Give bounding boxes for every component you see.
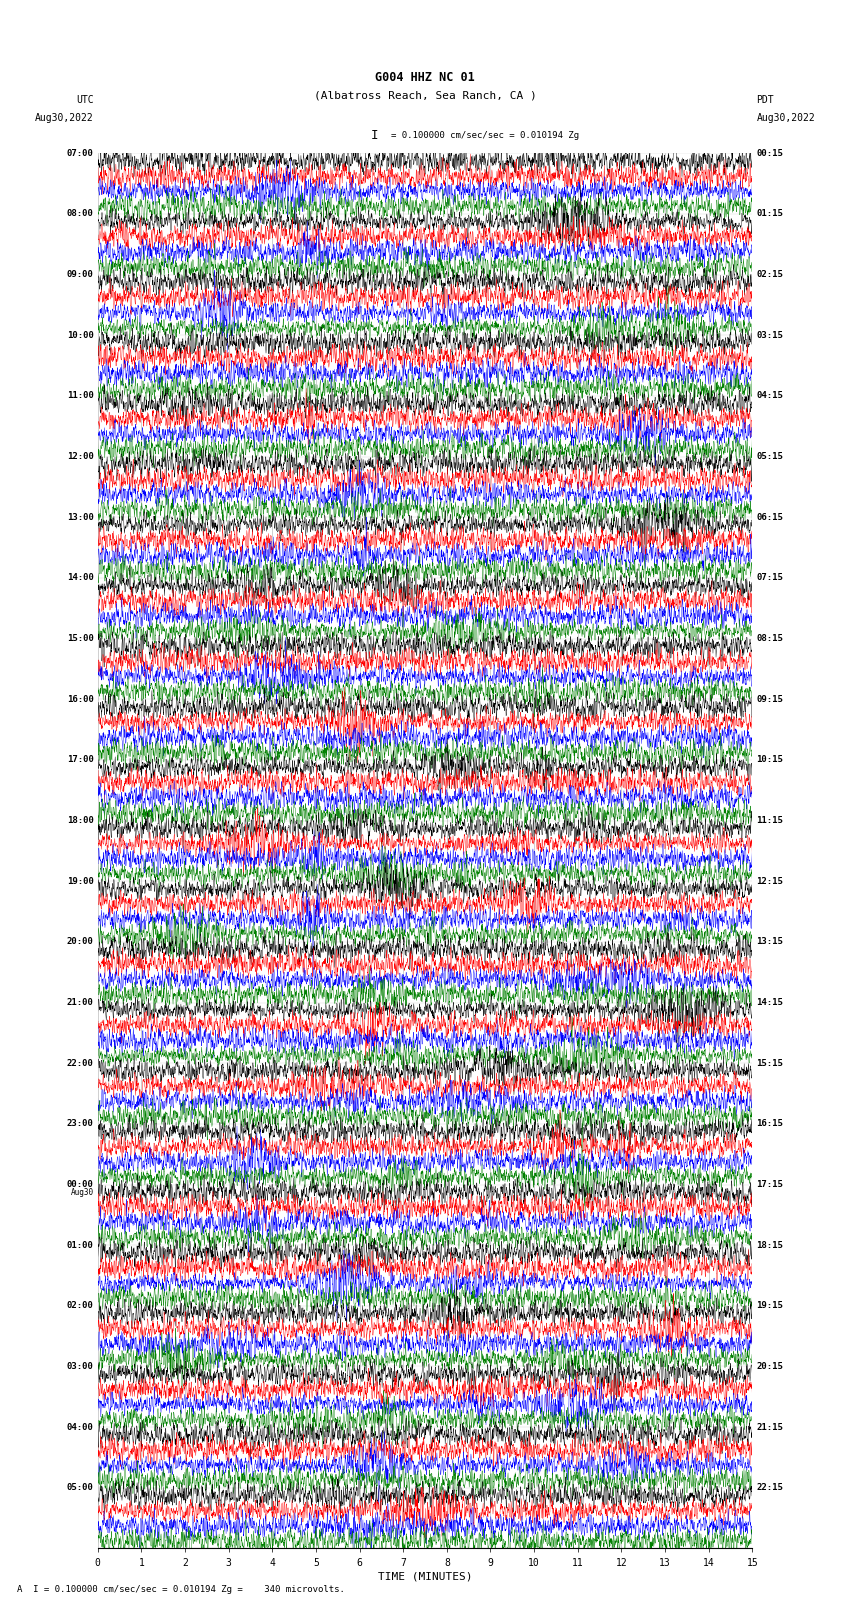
- Text: 00:15: 00:15: [756, 148, 784, 158]
- Text: = 0.100000 cm/sec/sec = 0.010194 Zg: = 0.100000 cm/sec/sec = 0.010194 Zg: [391, 131, 579, 140]
- Text: 05:00: 05:00: [66, 1484, 94, 1492]
- Text: 14:00: 14:00: [66, 573, 94, 582]
- Text: 12:15: 12:15: [756, 877, 784, 886]
- Text: 09:00: 09:00: [66, 269, 94, 279]
- Text: 20:00: 20:00: [66, 937, 94, 947]
- Text: 18:15: 18:15: [756, 1240, 784, 1250]
- Text: Aug30: Aug30: [71, 1187, 94, 1197]
- X-axis label: TIME (MINUTES): TIME (MINUTES): [377, 1571, 473, 1582]
- Text: 05:15: 05:15: [756, 452, 784, 461]
- Text: 15:00: 15:00: [66, 634, 94, 644]
- Text: 16:15: 16:15: [756, 1119, 784, 1129]
- Text: I: I: [371, 129, 377, 142]
- Text: 08:15: 08:15: [756, 634, 784, 644]
- Text: 00:00: 00:00: [66, 1181, 94, 1189]
- Text: 22:15: 22:15: [756, 1484, 784, 1492]
- Text: PDT: PDT: [756, 95, 774, 105]
- Text: 11:15: 11:15: [756, 816, 784, 824]
- Text: 07:15: 07:15: [756, 573, 784, 582]
- Text: 15:15: 15:15: [756, 1058, 784, 1068]
- Text: Aug30,2022: Aug30,2022: [35, 113, 94, 123]
- Text: 03:00: 03:00: [66, 1361, 94, 1371]
- Text: 09:15: 09:15: [756, 695, 784, 703]
- Text: 01:15: 01:15: [756, 210, 784, 218]
- Text: 08:00: 08:00: [66, 210, 94, 218]
- Text: 04:00: 04:00: [66, 1423, 94, 1432]
- Text: 11:00: 11:00: [66, 392, 94, 400]
- Text: 17:00: 17:00: [66, 755, 94, 765]
- Text: (Albatross Reach, Sea Ranch, CA ): (Albatross Reach, Sea Ranch, CA ): [314, 90, 536, 100]
- Text: 21:00: 21:00: [66, 998, 94, 1007]
- Text: 19:15: 19:15: [756, 1302, 784, 1310]
- Text: 21:15: 21:15: [756, 1423, 784, 1432]
- Text: 10:15: 10:15: [756, 755, 784, 765]
- Text: A  I = 0.100000 cm/sec/sec = 0.010194 Zg =    340 microvolts.: A I = 0.100000 cm/sec/sec = 0.010194 Zg …: [17, 1584, 345, 1594]
- Text: 13:00: 13:00: [66, 513, 94, 521]
- Text: 18:00: 18:00: [66, 816, 94, 824]
- Text: 16:00: 16:00: [66, 695, 94, 703]
- Text: 10:00: 10:00: [66, 331, 94, 340]
- Text: 01:00: 01:00: [66, 1240, 94, 1250]
- Text: 22:00: 22:00: [66, 1058, 94, 1068]
- Text: 19:00: 19:00: [66, 877, 94, 886]
- Text: 02:15: 02:15: [756, 269, 784, 279]
- Text: 20:15: 20:15: [756, 1361, 784, 1371]
- Text: 12:00: 12:00: [66, 452, 94, 461]
- Text: 07:00: 07:00: [66, 148, 94, 158]
- Text: 23:00: 23:00: [66, 1119, 94, 1129]
- Text: UTC: UTC: [76, 95, 94, 105]
- Text: 02:00: 02:00: [66, 1302, 94, 1310]
- Text: 04:15: 04:15: [756, 392, 784, 400]
- Text: 06:15: 06:15: [756, 513, 784, 521]
- Text: 03:15: 03:15: [756, 331, 784, 340]
- Text: 13:15: 13:15: [756, 937, 784, 947]
- Text: 17:15: 17:15: [756, 1181, 784, 1189]
- Text: G004 HHZ NC 01: G004 HHZ NC 01: [375, 71, 475, 84]
- Text: 14:15: 14:15: [756, 998, 784, 1007]
- Text: Aug30,2022: Aug30,2022: [756, 113, 815, 123]
